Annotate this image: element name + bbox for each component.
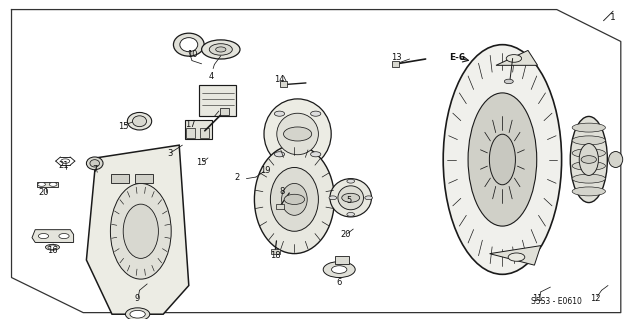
Circle shape: [323, 262, 355, 278]
Circle shape: [275, 152, 285, 157]
Polygon shape: [32, 230, 74, 242]
Text: 20: 20: [38, 189, 49, 197]
Ellipse shape: [572, 161, 605, 170]
Text: 17: 17: [186, 120, 196, 129]
Circle shape: [581, 156, 596, 163]
Text: 11: 11: [532, 294, 543, 303]
Ellipse shape: [45, 244, 60, 250]
Ellipse shape: [124, 204, 159, 258]
Circle shape: [275, 111, 285, 116]
Circle shape: [332, 266, 347, 273]
Text: 8: 8: [279, 187, 284, 196]
Ellipse shape: [579, 144, 598, 175]
Circle shape: [49, 182, 57, 186]
Ellipse shape: [490, 134, 515, 185]
Text: 18: 18: [270, 251, 280, 260]
Circle shape: [38, 182, 45, 186]
Ellipse shape: [570, 116, 607, 203]
Ellipse shape: [173, 33, 204, 56]
Text: 10: 10: [187, 50, 197, 59]
Ellipse shape: [572, 123, 605, 132]
Circle shape: [329, 196, 337, 200]
Ellipse shape: [86, 157, 103, 170]
Text: 15: 15: [118, 122, 128, 130]
Polygon shape: [37, 182, 58, 187]
Text: 20: 20: [340, 230, 351, 239]
Text: 7: 7: [92, 165, 97, 174]
Ellipse shape: [468, 93, 537, 226]
Circle shape: [347, 179, 355, 183]
Ellipse shape: [572, 187, 605, 196]
Text: 13: 13: [392, 53, 402, 62]
Text: 21: 21: [59, 161, 69, 170]
Bar: [335, 256, 349, 264]
Text: 4: 4: [209, 72, 214, 81]
Ellipse shape: [444, 45, 562, 274]
Circle shape: [61, 159, 70, 163]
Bar: [280, 81, 287, 87]
Bar: [271, 249, 280, 254]
Ellipse shape: [271, 167, 319, 231]
Text: 6: 6: [337, 278, 342, 287]
Circle shape: [347, 212, 355, 216]
Ellipse shape: [255, 145, 335, 254]
Polygon shape: [86, 145, 189, 314]
Circle shape: [310, 152, 321, 157]
Circle shape: [504, 79, 513, 84]
Text: 12: 12: [590, 294, 600, 303]
Circle shape: [365, 196, 372, 200]
Ellipse shape: [572, 149, 605, 158]
Circle shape: [342, 193, 360, 202]
Ellipse shape: [277, 113, 319, 155]
Circle shape: [59, 234, 69, 239]
Circle shape: [48, 245, 57, 249]
Text: S5S3 - E0610: S5S3 - E0610: [531, 297, 582, 306]
Circle shape: [202, 40, 240, 59]
Bar: [392, 61, 399, 67]
Text: 15: 15: [196, 158, 207, 167]
Ellipse shape: [132, 116, 147, 127]
Text: 14: 14: [275, 75, 285, 84]
Circle shape: [506, 55, 522, 62]
Ellipse shape: [609, 152, 623, 167]
Text: 9: 9: [135, 294, 140, 303]
Circle shape: [209, 44, 232, 55]
Ellipse shape: [127, 113, 152, 130]
Ellipse shape: [111, 183, 172, 279]
Ellipse shape: [180, 38, 198, 52]
Bar: [186, 128, 195, 138]
Bar: [276, 204, 284, 209]
Text: 3: 3: [167, 149, 172, 158]
Ellipse shape: [330, 179, 372, 217]
Text: 2: 2: [234, 173, 239, 182]
Polygon shape: [490, 246, 541, 265]
Circle shape: [130, 310, 145, 318]
Bar: [200, 128, 209, 138]
Text: 5: 5: [346, 197, 351, 205]
Ellipse shape: [338, 186, 364, 210]
Bar: [199, 85, 236, 116]
Circle shape: [310, 111, 321, 116]
Ellipse shape: [264, 99, 332, 169]
Text: 16: 16: [47, 246, 58, 255]
Circle shape: [508, 253, 525, 261]
Polygon shape: [496, 50, 538, 65]
Bar: [111, 174, 129, 183]
Ellipse shape: [90, 160, 100, 167]
Circle shape: [38, 234, 49, 239]
Text: 1: 1: [611, 13, 616, 22]
Ellipse shape: [572, 136, 605, 145]
Ellipse shape: [125, 308, 150, 319]
Bar: [220, 108, 229, 115]
Ellipse shape: [572, 174, 605, 183]
Bar: [135, 174, 153, 183]
Ellipse shape: [282, 183, 307, 215]
Circle shape: [284, 194, 305, 204]
Text: E-6: E-6: [449, 53, 466, 62]
Text: 19: 19: [260, 166, 271, 175]
Circle shape: [284, 127, 312, 141]
Bar: [185, 120, 212, 139]
Circle shape: [216, 47, 226, 52]
